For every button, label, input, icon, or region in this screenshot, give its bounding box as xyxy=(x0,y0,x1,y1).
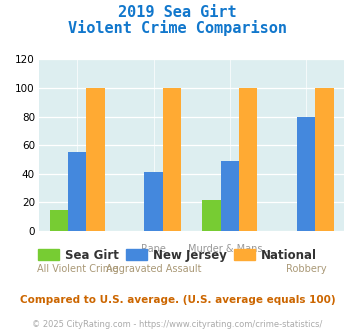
Bar xyxy=(202,200,221,231)
Text: Compared to U.S. average. (U.S. average equals 100): Compared to U.S. average. (U.S. average … xyxy=(20,295,335,305)
Text: All Violent Crime: All Violent Crime xyxy=(37,264,118,274)
Text: Murder & Mans...: Murder & Mans... xyxy=(188,244,272,254)
Text: Rape: Rape xyxy=(141,244,166,254)
Bar xyxy=(239,88,257,231)
Text: © 2025 CityRating.com - https://www.cityrating.com/crime-statistics/: © 2025 CityRating.com - https://www.city… xyxy=(32,320,323,329)
Text: Robbery: Robbery xyxy=(286,264,327,274)
Legend: Sea Girt, New Jersey, National: Sea Girt, New Jersey, National xyxy=(33,244,322,266)
Bar xyxy=(86,88,105,231)
Text: 2019 Sea Girt: 2019 Sea Girt xyxy=(118,5,237,20)
Bar xyxy=(221,161,239,231)
Bar xyxy=(297,116,315,231)
Bar xyxy=(163,88,181,231)
Bar xyxy=(50,210,68,231)
Text: Aggravated Assault: Aggravated Assault xyxy=(106,264,201,274)
Bar xyxy=(144,172,163,231)
Bar xyxy=(68,152,86,231)
Text: Violent Crime Comparison: Violent Crime Comparison xyxy=(68,20,287,36)
Bar xyxy=(315,88,334,231)
